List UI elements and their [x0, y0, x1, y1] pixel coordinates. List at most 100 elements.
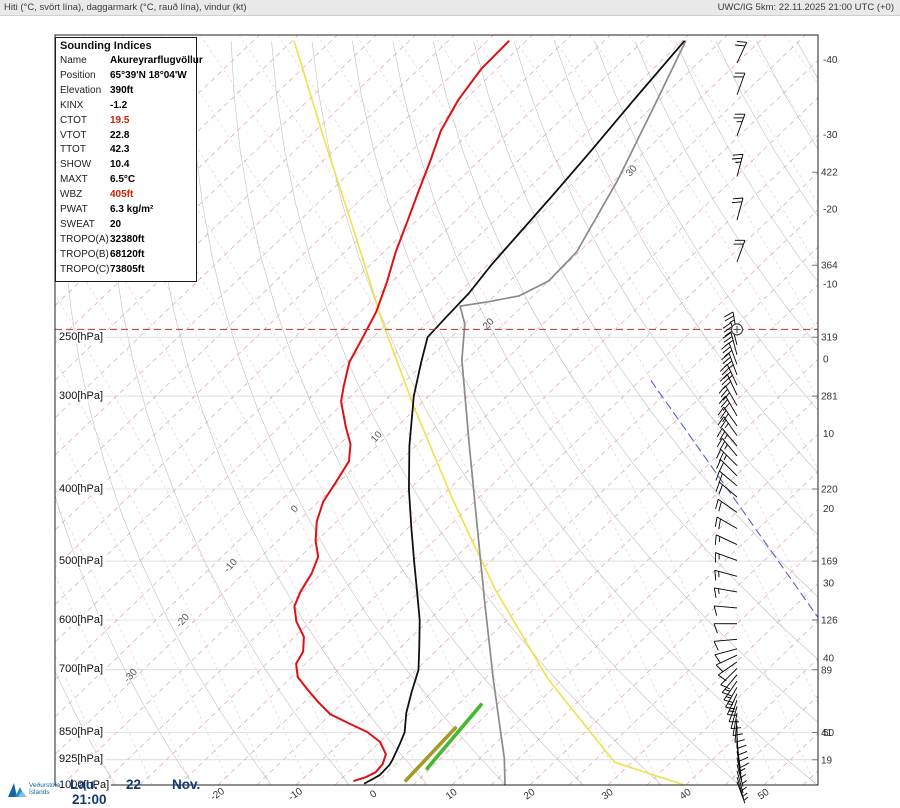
index-row-Position: Position 65°39'N 18°04'W — [56, 69, 196, 84]
index-value: 405ft — [110, 189, 134, 201]
model-run-text: UWC/IG 5km: 22.11.2025 21:00 UTC (+0) — [717, 2, 894, 13]
height-label: 19 — [821, 755, 833, 766]
reference-curve — [459, 40, 687, 785]
index-value: 22.8 — [110, 129, 130, 141]
right-temp-label: -40 — [823, 55, 838, 66]
org-name: Veðurstofa Íslands — [29, 782, 61, 796]
bottom-temp-label: 0 — [368, 788, 379, 800]
height-label: 169 — [821, 557, 838, 568]
gridline-label: 0 — [289, 503, 301, 515]
right-temp-label: 40 — [823, 653, 835, 664]
pressure-label: 400[hPa] — [57, 483, 106, 496]
pressure-label: 700[hPa] — [57, 663, 106, 676]
height-label: 319 — [821, 333, 838, 344]
height-label: 220 — [821, 485, 838, 496]
pressure-label: 850[hPa] — [57, 726, 106, 739]
right-temp-label: 20 — [823, 504, 835, 515]
time-label: 21:00 — [72, 792, 107, 807]
pressure-label: 600[hPa] — [57, 614, 106, 627]
index-label: Elevation — [60, 84, 102, 96]
bottom-temp-label: 50 — [756, 787, 772, 803]
gridline-label: -20 — [174, 612, 192, 630]
bottom-temp-label: 30 — [600, 787, 616, 803]
sounding-curves — [293, 40, 818, 785]
index-value: 10.4 — [110, 159, 130, 171]
index-row-WBZ: WBZ 405ft — [56, 188, 196, 203]
right-temp-label: 0 — [823, 354, 829, 365]
bottom-temp-label: 10 — [444, 787, 460, 803]
index-value: -1.2 — [110, 99, 128, 111]
month-label: Nov. — [172, 777, 201, 792]
yellow-curve — [293, 40, 687, 785]
index-label: WBZ — [60, 189, 83, 201]
gridline-label: 20 — [481, 316, 497, 332]
index-label: KINX — [60, 99, 84, 111]
index-value: 20 — [110, 218, 122, 230]
index-label: VTOT — [60, 129, 87, 141]
right-temp-labels: -40 -30 -20 -10 0 10 20 30 40 50 — [823, 55, 838, 739]
index-label: MAXT — [60, 174, 88, 186]
branding-bar: Veðurstofa Íslands Lau. 22 Nov. 21:00 — [0, 776, 260, 808]
bottom-temp-label: 40 — [678, 787, 694, 803]
index-label: PWAT — [60, 204, 88, 216]
vedurstofa-logo — [8, 783, 27, 797]
indices-rows: Name Akureyrarflugvöllur Position 65°39'N 1… — [56, 54, 203, 278]
index-label: TROPO(B) — [60, 248, 109, 260]
index-row-PWAT: PWAT 6.3 kg/m² — [56, 203, 196, 218]
right-temp-label: -10 — [823, 280, 838, 291]
green-curve — [425, 702, 483, 771]
index-value: 6.3 kg/m² — [110, 204, 154, 216]
index-row-Name: Name Akureyrarflugvöllur — [56, 54, 203, 69]
right-temp-label: 50 — [823, 728, 835, 739]
sounding-indices-panel: Sounding Indices Name Akureyrarflugvöllur… — [55, 37, 203, 282]
pressure-label: 500[hPa] — [57, 555, 106, 568]
dewpoint-curve — [293, 40, 510, 782]
index-label: TROPO(C) — [60, 263, 110, 275]
index-label: Position — [60, 69, 96, 81]
index-row-TROPO-B-: TROPO(B) 68120ft — [56, 248, 196, 263]
temperature-curve — [363, 40, 685, 785]
index-row-SHOW: SHOW 10.4 — [56, 158, 196, 173]
gridline-label: -10 — [222, 557, 240, 575]
index-row-CTOT: CTOT 19.5 — [56, 114, 196, 129]
chart-legend-text: Hiti (°C, svört lína), daggarmark (°C, r… — [4, 2, 247, 13]
bottom-temp-labels: -20 -10 0 10 20 30 40 50 — [209, 786, 772, 804]
pressure-label: 300[hPa] — [57, 390, 106, 403]
title-bar: Hiti (°C, svört lína), daggarmark (°C, r… — [0, 0, 900, 16]
index-row-MAXT: MAXT 6.5°C — [56, 173, 196, 188]
date-label: 22 — [126, 777, 142, 792]
wind-barbs — [713, 40, 750, 804]
indices-title: Sounding Indices — [60, 40, 152, 52]
index-value: 42.3 — [110, 144, 130, 156]
index-value: 73805ft — [110, 263, 145, 275]
olive-curve — [404, 726, 458, 783]
index-row-TROPO-C-: TROPO(C) 73805ft — [56, 263, 196, 278]
pressure-label: 1000[hPa] — [57, 779, 112, 792]
index-label: CTOT — [60, 114, 88, 126]
index-row-TTOT: TTOT 42.3 — [56, 143, 196, 158]
index-value: 65°39'N 18°04'W — [110, 69, 187, 81]
index-row-TROPO-A-: TROPO(A) 32380ft — [56, 233, 196, 248]
height-label: 41 — [821, 728, 833, 739]
gridline-label: 10 — [369, 429, 385, 445]
index-label: Name — [60, 55, 87, 66]
index-value: Akureyrarflugvöllur — [110, 55, 203, 66]
height-label: 89 — [821, 665, 833, 676]
index-row-Elevation: Elevation 390ft — [56, 84, 196, 99]
index-value: 6.5°C — [110, 174, 136, 186]
bottom-temp-label: -10 — [287, 786, 306, 804]
height-label: 281 — [821, 392, 838, 403]
index-value: 19.5 — [110, 114, 130, 126]
right-temp-label: -20 — [823, 205, 838, 216]
index-label: SWEAT — [60, 218, 95, 230]
bottom-temp-label: 20 — [522, 787, 538, 803]
index-row-VTOT: VTOT 22.8 — [56, 129, 196, 144]
weekday-label: Lau. — [70, 777, 98, 792]
right-temp-label: 10 — [823, 429, 835, 440]
height-label: 364 — [821, 261, 838, 272]
pressure-gridlines — [55, 336, 818, 761]
right-temp-label: -30 — [823, 130, 838, 141]
height-label: 422 — [821, 168, 838, 179]
pressure-label: 925[hPa] — [57, 753, 106, 766]
